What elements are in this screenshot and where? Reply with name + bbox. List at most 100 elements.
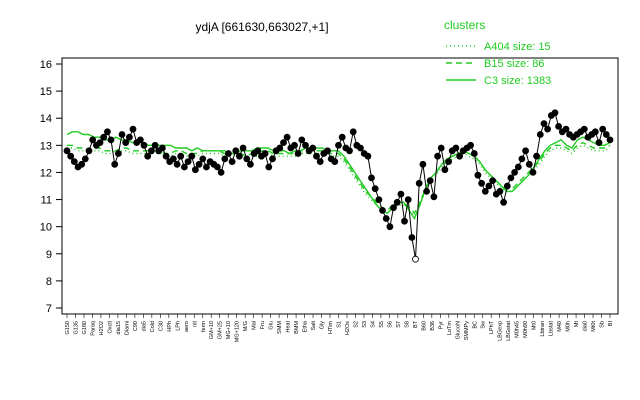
- x-tick-label-0: G150: [65, 321, 71, 334]
- x-tick-label-35: S3: [362, 321, 368, 328]
- legend-label-a404: A404 size: 15: [484, 41, 551, 53]
- x-tick-label-11: C30: [158, 321, 164, 331]
- data-point-45: [228, 158, 236, 166]
- y-tick-label-6: 13: [40, 140, 52, 152]
- data-point-133: [551, 109, 559, 117]
- data-point-144: [591, 128, 599, 136]
- x-tick-label-50: LPhT: [489, 320, 495, 334]
- y-tick-label-7: 14: [40, 113, 52, 125]
- y-tick-label-9: 16: [40, 59, 52, 71]
- data-point-128: [533, 152, 540, 160]
- y-tick-label-5: 12: [40, 167, 52, 179]
- data-point-41: [213, 163, 221, 171]
- data-point-73: [331, 158, 339, 166]
- x-tick-label-18: GM+25: [218, 321, 224, 339]
- x-tick-label-28: Etha: [303, 320, 309, 332]
- data-point-141: [580, 125, 588, 133]
- x-tick-label-20: MG+120: [235, 321, 241, 342]
- series-layer: [66, 111, 611, 260]
- x-tick-label-19: MG+10: [226, 321, 232, 339]
- data-point-116: [489, 177, 497, 185]
- data-point-104: [445, 158, 453, 166]
- data-point-36: [195, 160, 203, 168]
- data-point-83: [368, 174, 375, 182]
- x-tick-label-13: LPh: [175, 321, 181, 331]
- data-point-30: [173, 160, 181, 168]
- x-tick-label-59: M0h: [566, 321, 572, 332]
- data-point-5: [81, 155, 89, 163]
- data-point-131: [544, 125, 551, 133]
- data-point-77: [346, 147, 353, 155]
- x-tick-label-60: Mt: [574, 321, 580, 328]
- data-point-71: [324, 147, 331, 155]
- x-tick-label-17: GM+10: [209, 321, 215, 339]
- data-point-48: [239, 144, 247, 152]
- x-tick-label-6: dia15: [116, 321, 122, 334]
- y-tick-label-2: 9: [46, 249, 52, 261]
- data-point-13: [111, 160, 119, 168]
- data-point-69: [316, 158, 324, 166]
- data-point-55: [265, 163, 273, 171]
- x-tick-label-36: S4: [370, 321, 376, 328]
- y-tick-label-4: 11: [41, 195, 52, 207]
- data-point-127: [529, 168, 537, 176]
- data-point-47: [235, 152, 243, 160]
- data-point-99: [426, 177, 434, 185]
- data-point-37: [199, 155, 207, 163]
- x-tick-label-2: G180: [82, 321, 88, 334]
- data-point-96: [415, 179, 423, 187]
- data-point-54: [261, 150, 269, 157]
- data-point-122: [511, 168, 518, 176]
- data-point-14: [115, 150, 122, 157]
- data-point-80: [357, 144, 364, 152]
- y-tick-label-8: 15: [40, 86, 52, 98]
- data-point-113: [478, 179, 486, 187]
- data-point-92: [401, 217, 408, 225]
- data-point-90: [393, 198, 401, 206]
- data-point-112: [474, 171, 482, 179]
- data-point-85: [375, 196, 383, 204]
- data-point-74: [335, 141, 342, 149]
- x-tick-label-30: Gly: [320, 321, 326, 330]
- data-point-146: [599, 125, 607, 133]
- data-point-94: [408, 234, 416, 241]
- x-tick-label-25: SMM: [277, 321, 283, 334]
- data-point-123: [514, 163, 522, 171]
- x-tick-label-33: H2Os: [345, 321, 351, 335]
- x-tick-label-31: HTim: [328, 321, 334, 334]
- data-point-97: [419, 160, 427, 168]
- data-point-121: [507, 174, 515, 182]
- data-point-6: [85, 147, 93, 155]
- data-point-100: [430, 193, 438, 201]
- data-point-118: [496, 187, 504, 195]
- x-tick-label-63: Sb: [600, 321, 606, 328]
- data-point-50: [246, 160, 254, 168]
- x-tick-label-47: SMMPy: [464, 321, 470, 341]
- data-point-89: [390, 204, 397, 212]
- data-point-120: [503, 182, 511, 190]
- data-point-147: [602, 131, 610, 138]
- data-point-60: [283, 133, 291, 141]
- x-tick-label-58: M40: [557, 321, 563, 332]
- x-tick-label-51: LBGexp: [498, 321, 504, 341]
- x-tick-label-53: M0h45: [515, 321, 521, 338]
- data-point-58: [276, 144, 284, 152]
- x-tick-label-3: Paraq: [90, 321, 96, 336]
- data-point-88: [386, 223, 394, 231]
- legend-title: clusters: [444, 18, 485, 32]
- plot-border: [61, 57, 619, 315]
- x-tick-label-24: Glu: [269, 321, 275, 330]
- data-point-52: [254, 147, 262, 155]
- data-point-93: [404, 196, 412, 204]
- x-tick-label-39: S7: [396, 321, 402, 328]
- data-point-98: [423, 187, 431, 195]
- y-axis: 7 8 9 10 11 12 13 14 15 16: [40, 59, 62, 315]
- data-point-23: [147, 147, 155, 155]
- data-point-17: [125, 133, 133, 141]
- x-tick-label-56: Lbtran: [540, 321, 546, 337]
- data-point-32: [180, 163, 188, 171]
- data-point-91: [397, 190, 405, 198]
- data-point-46: [232, 147, 240, 155]
- x-tick-label-7: Diami: [124, 321, 130, 335]
